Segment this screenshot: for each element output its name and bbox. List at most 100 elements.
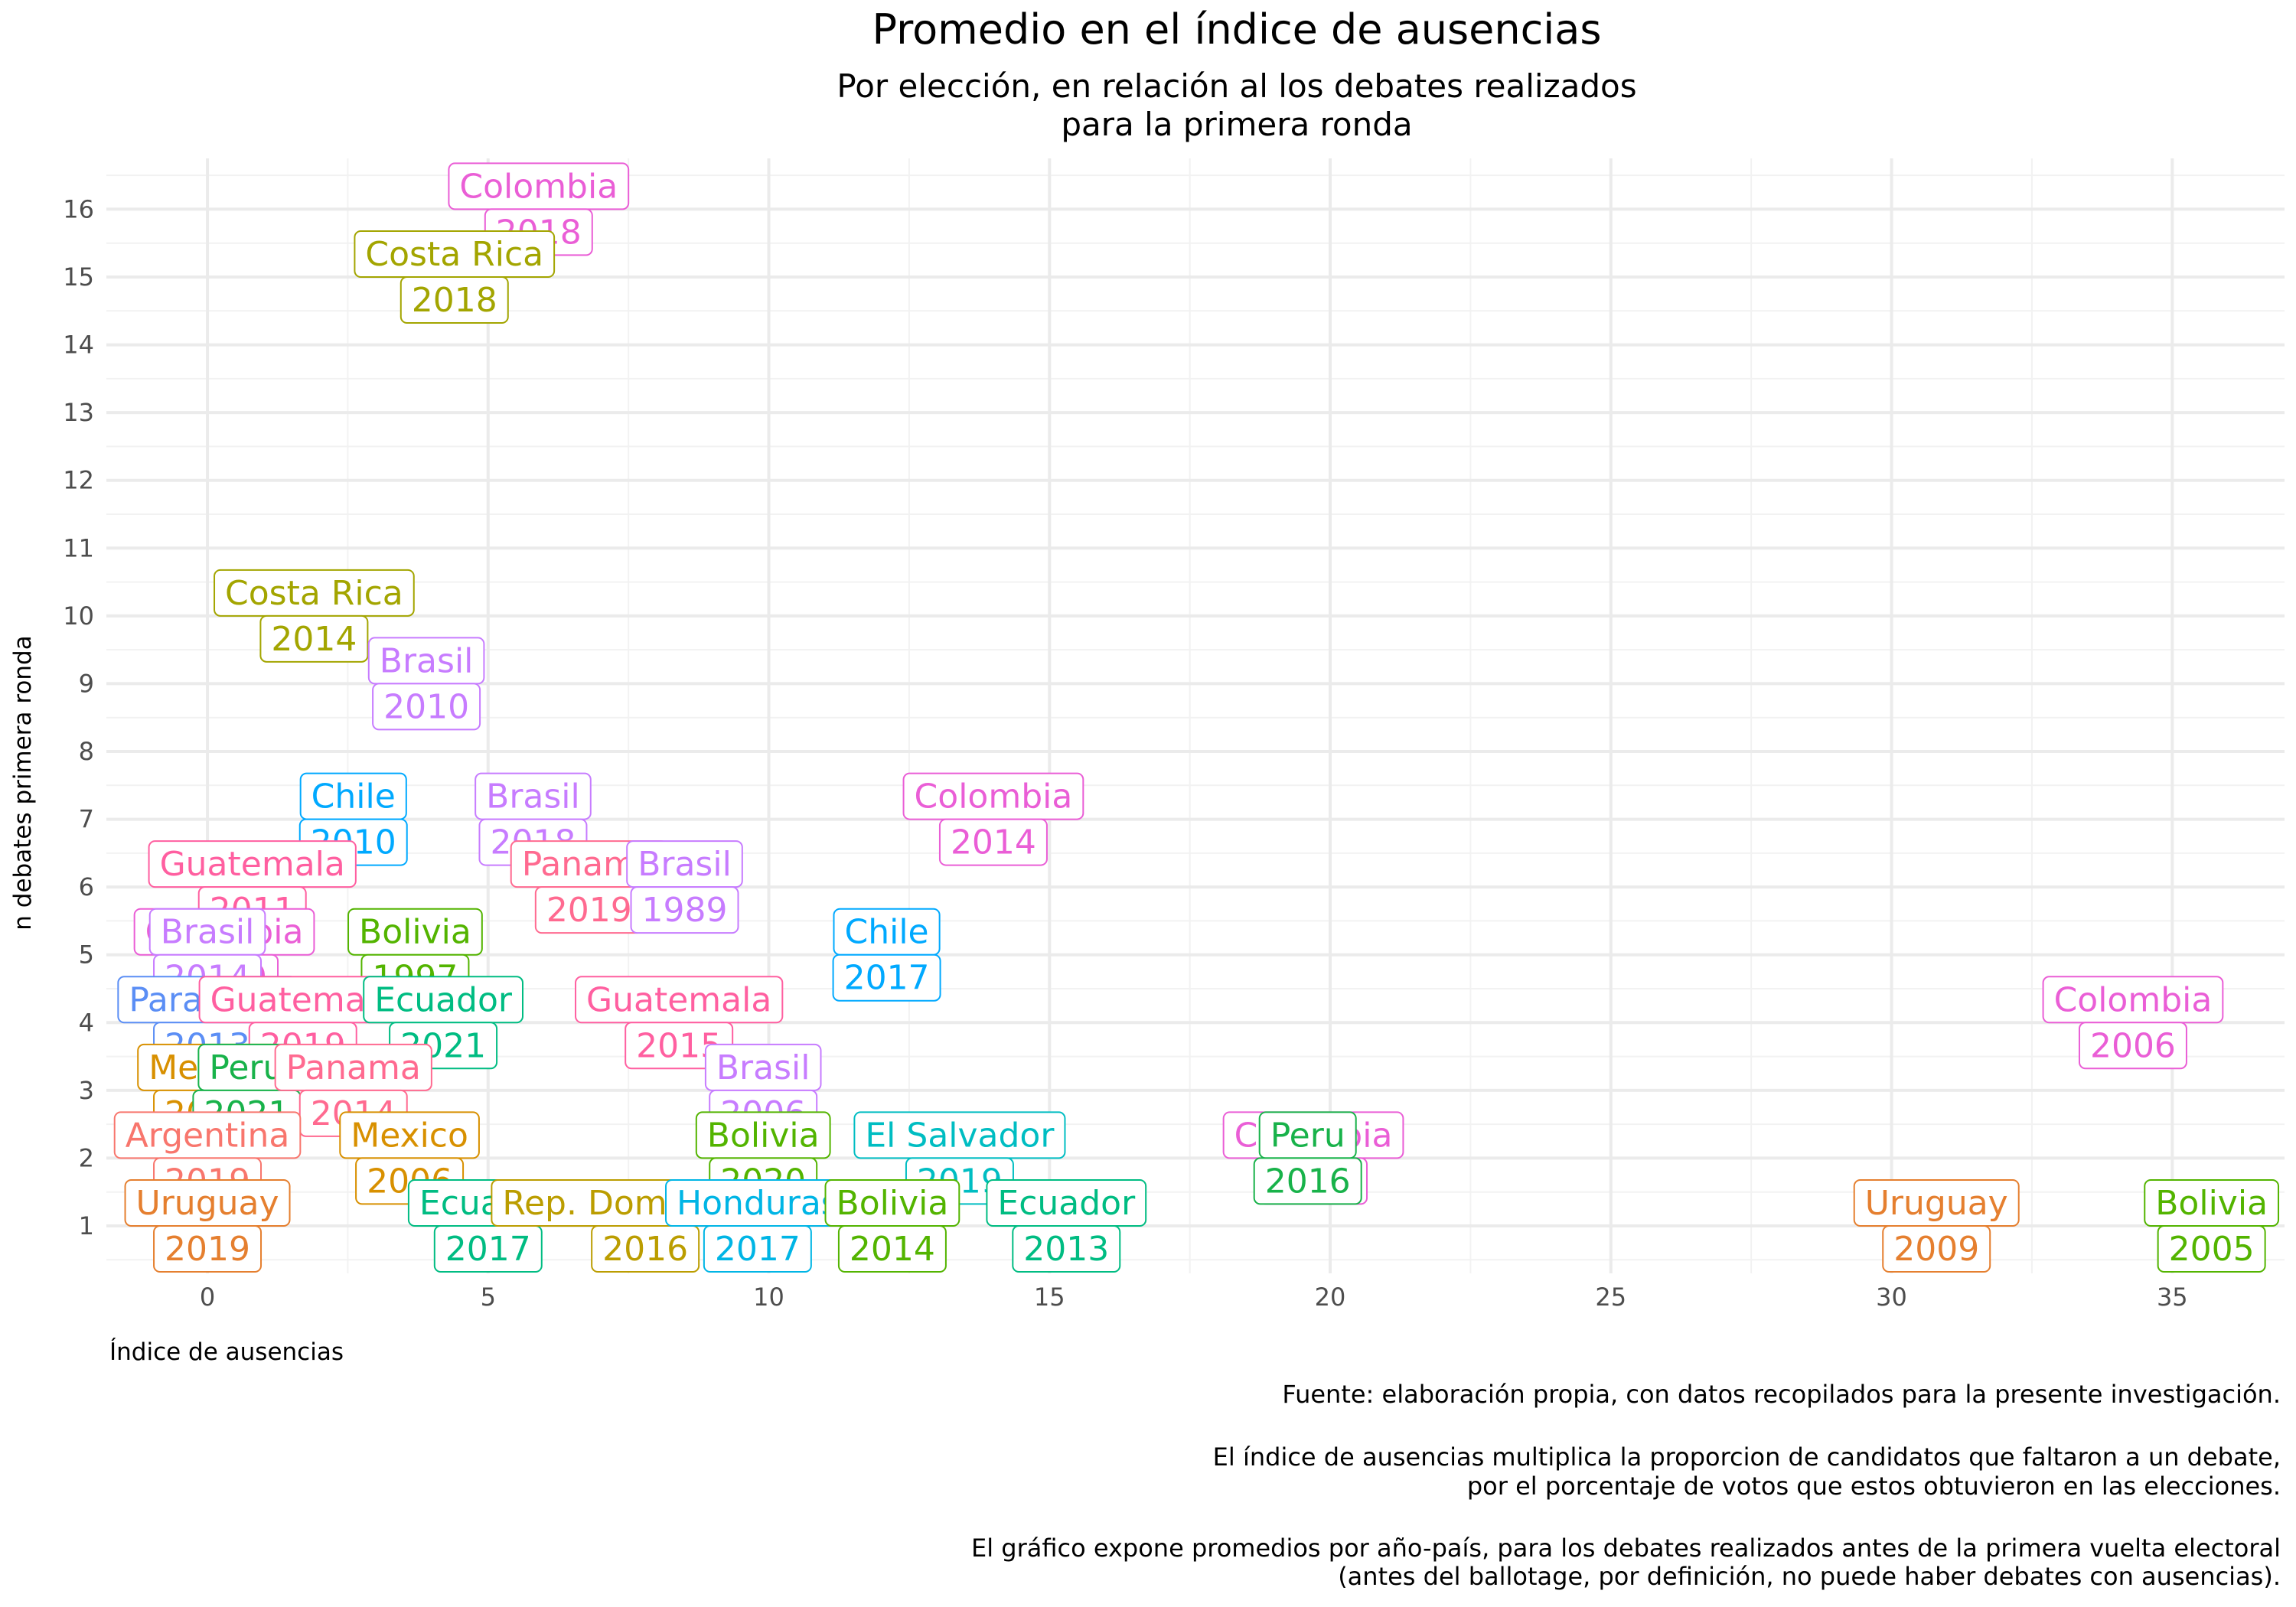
point-label: Costa Rica 2018 [354, 230, 556, 324]
point-label-country: Uruguay [136, 1184, 279, 1223]
y-axis-title: n debates primera ronda [9, 635, 37, 930]
y-tick-label: 13 [63, 398, 94, 427]
x-axis-title: Índice de ausencias [109, 1338, 344, 1366]
point-label-country: Bolivia [359, 913, 471, 952]
point-label-box [938, 818, 1048, 866]
point-label-year: 2017 [715, 1230, 801, 1269]
caption: Fuente: elaboración propia, con datos re… [971, 1380, 2281, 1591]
point-label-year: 2017 [844, 959, 930, 998]
caption-line-1: Fuente: elaboración propia, con datos re… [1282, 1380, 2281, 1409]
point-label-country: Colombia [2054, 980, 2213, 1019]
point-label: Uruguay 2019 [124, 1179, 291, 1273]
point-label-year: 2017 [445, 1230, 531, 1269]
caption-line-4: por el porcentaje de votos que estos obt… [1467, 1472, 2281, 1501]
y-tick-label: 9 [79, 669, 94, 698]
point-label-country: Honduras [677, 1184, 839, 1223]
point-label-country: Brasil [486, 777, 580, 817]
point-label-box [837, 1225, 947, 1273]
point-label-country: Chile [311, 777, 396, 817]
point-label-year: 2014 [951, 823, 1036, 862]
x-tick-label: 5 [481, 1283, 496, 1312]
y-tick-label: 12 [63, 466, 94, 495]
point-label-box [2157, 1225, 2266, 1273]
point-label-box [259, 614, 369, 663]
point-label-country: Bolivia [2155, 1184, 2268, 1223]
y-tick-label: 14 [63, 331, 94, 360]
chart-subtitle-line-1: Por elección, en relación al los debates… [837, 67, 1636, 105]
point-label-country: Colombia [915, 777, 1073, 817]
point-label-country: Brasil [716, 1048, 810, 1087]
y-tick-label: 6 [79, 872, 94, 901]
point-label-country: Brasil [161, 913, 255, 952]
y-tick-label: 10 [63, 601, 94, 631]
point-label: Brasil 2010 [367, 637, 485, 731]
point-label-box [2078, 1022, 2187, 1070]
point-label-year: 2014 [850, 1230, 935, 1269]
point-label-box [1253, 1157, 1362, 1205]
x-axis-ticks: 0 5 10 15 20 25 30 35 [200, 1283, 2188, 1312]
point-label-box [630, 886, 739, 934]
point-label-box [591, 1225, 700, 1273]
point-label: Peru 2016 [1253, 1111, 1362, 1205]
point-label-year: 2014 [271, 620, 357, 659]
point-label: Uruguay 2009 [1853, 1179, 2020, 1273]
point-label-country: Ecuador [997, 1184, 1136, 1223]
point-label: Chile 2017 [832, 908, 941, 1002]
point-label-year: 2016 [1265, 1162, 1351, 1201]
point-label-country: Costa Rica [365, 235, 543, 274]
point-label-year: 2016 [602, 1230, 688, 1269]
point-label-country: Brasil [380, 641, 474, 680]
point-label: Colombia 2006 [2042, 976, 2224, 1070]
point-label-country: Bolivia [707, 1116, 820, 1155]
point-label-year: 2019 [165, 1230, 250, 1269]
point-label-box [400, 276, 509, 324]
point-label-country: Peru [209, 1048, 284, 1087]
x-tick-label: 20 [1315, 1283, 1346, 1312]
point-label: Brasil 1989 [626, 840, 743, 934]
point-label-year: 2009 [1893, 1230, 1979, 1269]
x-tick-label: 25 [1595, 1283, 1626, 1312]
y-tick-label: 7 [79, 805, 94, 834]
point-label: Bolivia 2014 [824, 1179, 960, 1273]
y-tick-label: 2 [79, 1143, 94, 1172]
point-label-country: Mexico [351, 1116, 468, 1155]
point-label-box [703, 1225, 812, 1273]
y-tick-label: 16 [63, 194, 94, 223]
point-label-box [433, 1225, 543, 1273]
point-label-year: 2019 [546, 891, 632, 930]
chart-subtitle-line-2: para la primera ronda [1061, 106, 1412, 143]
caption-line-6: El gráfico expone promedios por año-país… [971, 1534, 2281, 1563]
point-label-year: 2006 [2090, 1026, 2176, 1065]
y-tick-label: 15 [63, 262, 94, 292]
point-label: Honduras 2017 [665, 1179, 850, 1273]
point-label-country: Panama [286, 1048, 421, 1087]
point-label-country: Uruguay [1865, 1184, 2008, 1223]
y-tick-label: 3 [79, 1076, 94, 1105]
caption-line-3: El índice de ausencias multiplica la pro… [1213, 1442, 2281, 1472]
point-label-country: Peru [1270, 1116, 1345, 1155]
point-label-year: 1989 [642, 891, 728, 930]
point-label-country: Bolivia [837, 1184, 949, 1223]
point-label-country: Argentina [126, 1116, 290, 1155]
x-tick-label: 10 [753, 1283, 784, 1312]
y-tick-label: 1 [79, 1211, 94, 1240]
point-label-country: Guatemala [586, 980, 771, 1019]
x-tick-label: 30 [1876, 1283, 1907, 1312]
point-label-country: Ecuador [374, 980, 513, 1019]
point-label: Costa Rica 2014 [214, 569, 415, 663]
point-label-box [372, 683, 481, 731]
x-tick-label: 35 [2157, 1283, 2188, 1312]
point-label-year: 2018 [412, 281, 497, 320]
y-tick-label: 4 [79, 1008, 94, 1037]
point-label: Brasil2018 [475, 772, 592, 866]
point-label: Bolivia 2005 [2144, 1179, 2280, 1273]
major-gridlines [106, 158, 2285, 1273]
point-label-box [153, 1225, 263, 1273]
point-label-box [1882, 1225, 1991, 1273]
